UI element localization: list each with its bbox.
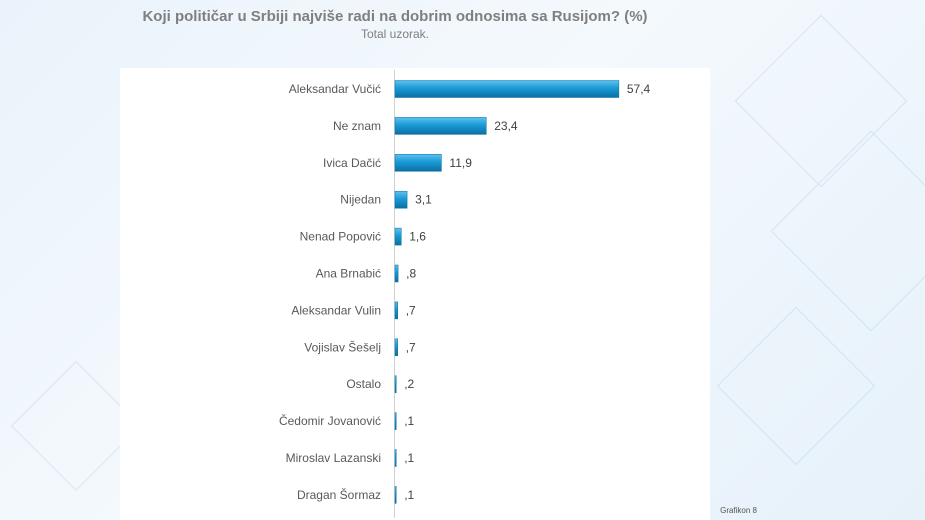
bar	[394, 264, 399, 283]
category-label: Ana Brnabić	[316, 267, 381, 281]
figure-number: Grafikon 8	[720, 506, 757, 515]
data-label: ,1	[404, 414, 414, 428]
category-label: Nenad Popović	[300, 230, 381, 244]
data-label: ,1	[404, 488, 414, 502]
category-label: Vojislav Šešelj	[304, 339, 381, 354]
data-label: 11,9	[449, 156, 472, 170]
bar	[394, 154, 442, 172]
category-label: Aleksandar Vučić	[289, 82, 381, 96]
bar	[394, 338, 398, 357]
chart-title: Koji političar u Srbiji najviše radi na …	[142, 8, 648, 25]
bar	[394, 449, 397, 467]
bar	[394, 375, 397, 393]
data-label: ,1	[404, 451, 414, 465]
category-label: Ostalo	[346, 377, 381, 391]
data-label: 57,4	[627, 82, 651, 96]
plot-area	[120, 68, 710, 520]
data-label: ,8	[406, 267, 416, 281]
data-label: 3,1	[415, 193, 432, 207]
bar	[394, 117, 487, 135]
category-label: Ne znam	[333, 119, 381, 133]
category-label: Dragan Šormaz	[297, 487, 381, 502]
data-label: ,2	[404, 377, 414, 391]
bar	[394, 301, 398, 320]
bar	[394, 80, 620, 98]
category-label: Miroslav Lazanski	[286, 451, 381, 465]
data-label: ,7	[406, 340, 416, 354]
bar	[394, 486, 397, 504]
data-label: 23,4	[494, 119, 518, 133]
data-label: ,7	[406, 303, 416, 317]
bar	[394, 412, 397, 430]
bar	[394, 227, 402, 246]
category-label: Ivica Dačić	[323, 156, 381, 170]
category-label: Čedomir Jovanović	[279, 413, 381, 428]
category-label: Aleksandar Vulin	[291, 303, 381, 317]
data-label: 1,6	[409, 230, 426, 244]
chart-subtitle: Total uzorak.	[360, 27, 430, 41]
bar	[394, 190, 408, 209]
category-label: Nijedan	[340, 193, 381, 207]
